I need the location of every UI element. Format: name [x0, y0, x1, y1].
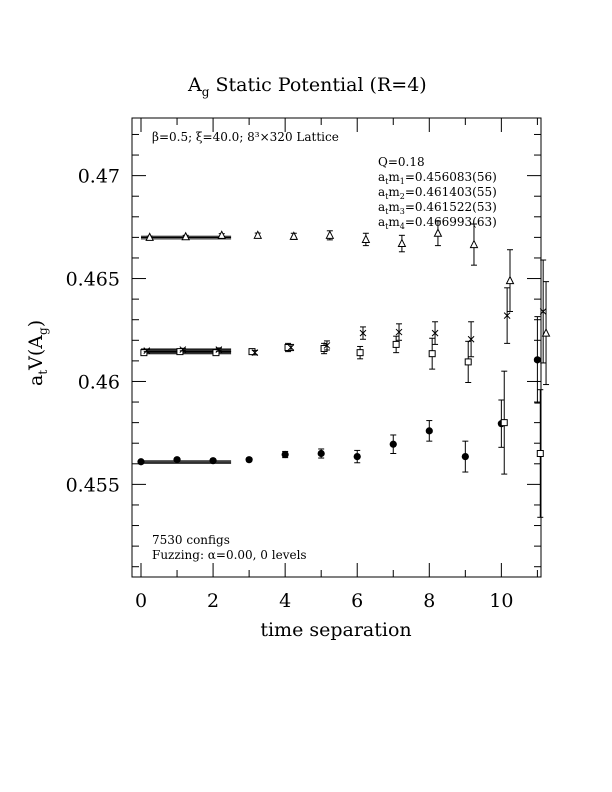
point-square	[176, 348, 184, 356]
point-triangle	[181, 231, 191, 241]
mass-annotation-part: m	[388, 185, 400, 199]
point-circle	[281, 450, 289, 459]
point-cross	[539, 308, 547, 315]
point-triangle	[361, 234, 371, 243]
point-circle	[353, 452, 361, 461]
point-circle	[245, 456, 253, 464]
x-tick-label: 0	[135, 590, 147, 612]
point-circle	[389, 440, 397, 448]
mass-annotation-part: a	[378, 200, 385, 214]
mass-annotation: atm3=0.461522(53)	[378, 200, 497, 216]
x-axis-label: time separation	[260, 619, 411, 641]
point-circle	[137, 458, 145, 466]
y-tick-label: 0.46	[78, 371, 120, 393]
point-cross	[467, 335, 475, 343]
fuzzing-info: Fuzzing: α=0.00, 0 levels	[152, 548, 307, 562]
mass-annotation-part: 4	[400, 222, 405, 231]
mass-annotation-part: t	[385, 192, 389, 201]
mass-annotation-part: 2	[400, 192, 405, 201]
point-square	[392, 340, 400, 348]
x-tick-label: 10	[489, 590, 513, 612]
point-triangle	[289, 231, 299, 240]
mass-annotation-part: =0.456083(56)	[405, 170, 497, 184]
data-points	[137, 220, 551, 518]
axis-tick-labels: 0 2 4 6 8 10 0.455 0.46 0.465 0.47	[66, 166, 514, 612]
point-square	[284, 344, 292, 351]
point-cross	[359, 329, 367, 337]
point-triangle	[433, 228, 443, 237]
point-triangle	[505, 275, 515, 285]
point-triangle	[145, 232, 154, 241]
mass-annotation-part: t	[385, 222, 389, 231]
y-tick-label: 0.47	[78, 166, 120, 188]
point-triangle	[541, 327, 551, 337]
plot-frame	[131, 117, 542, 578]
x-tick-label: 8	[423, 590, 435, 612]
point-triangle	[397, 238, 407, 248]
mass-annotation-part: m	[388, 170, 400, 184]
x-tick-label: 4	[279, 590, 291, 612]
mass-annotation-part: a	[378, 170, 385, 184]
point-circle	[533, 356, 541, 364]
point-triangle	[253, 230, 263, 239]
lattice-params: β=0.5; ξ=40.0; 8³×320 Lattice	[152, 130, 339, 144]
point-cross	[179, 346, 187, 353]
mass-annotation: atm2=0.461403(55)	[378, 185, 497, 201]
mass-annotation-part: 1	[400, 177, 405, 186]
y-tick-label: 0.455	[66, 474, 120, 496]
point-cross	[395, 328, 403, 336]
point-cross	[287, 344, 295, 351]
point-cross	[503, 312, 511, 319]
point-circle	[173, 456, 181, 464]
x-tick-label: 2	[207, 590, 219, 612]
mass-annotation-part: a	[378, 215, 385, 229]
point-circle	[317, 449, 325, 458]
point-square	[464, 358, 472, 366]
point-square	[428, 350, 436, 358]
point-cross	[215, 346, 223, 353]
mass-annotation-part: =0.461403(55)	[405, 185, 497, 199]
mass-annotation-part: =0.466993(63)	[405, 215, 497, 229]
mass-annotation-part: t	[385, 177, 389, 186]
point-square	[356, 349, 364, 357]
q-value: Q=0.18	[378, 155, 425, 169]
config-count: 7530 configs	[152, 533, 230, 547]
mass-annotation-part: a	[378, 185, 385, 199]
point-circle	[461, 452, 469, 461]
point-square	[500, 419, 508, 427]
point-triangle	[217, 230, 227, 239]
chart-title: Ag Static Potential (R=4)	[187, 74, 427, 99]
mass-annotation: atm4=0.466993(63)	[378, 215, 497, 231]
x-tick-label: 6	[351, 590, 363, 612]
mass-annotation: atm1=0.456083(56)	[378, 170, 497, 186]
point-square	[140, 349, 148, 357]
y-axis-label: atV(Ag)	[25, 320, 50, 386]
mass-annotation-part: m	[388, 200, 400, 214]
mass-annotation-part: t	[385, 207, 389, 216]
point-circle	[425, 427, 433, 435]
y-tick-label: 0.465	[66, 269, 120, 291]
mass-annotation-part: 3	[400, 207, 405, 216]
mass-annotations: atm1=0.456083(56)atm2=0.461403(55)atm3=0…	[378, 170, 497, 231]
point-cross	[323, 342, 331, 349]
point-square	[536, 450, 544, 458]
mass-annotation-part: =0.461522(53)	[405, 200, 497, 214]
point-cross	[431, 329, 439, 337]
point-cross	[143, 347, 151, 354]
point-triangle	[325, 230, 335, 239]
mass-annotation-part: m	[388, 215, 400, 229]
axis-ticks	[132, 118, 541, 577]
point-circle	[209, 457, 217, 465]
point-cross	[251, 349, 259, 356]
point-triangle	[469, 239, 479, 249]
